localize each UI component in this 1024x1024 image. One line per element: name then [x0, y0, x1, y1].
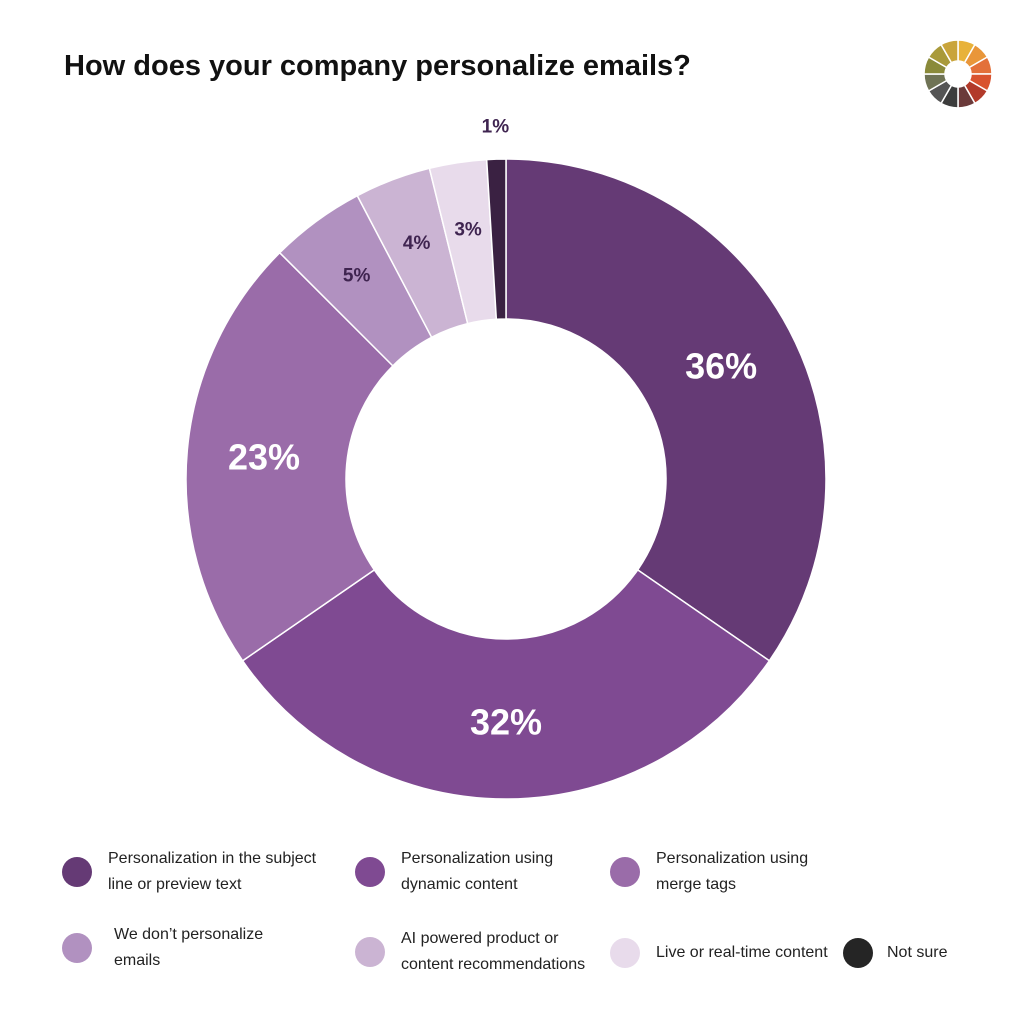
slice-label-dynamic-content: 32% — [470, 702, 542, 743]
slice-label-real-time: 3% — [454, 219, 482, 240]
legend-swatch — [355, 857, 385, 887]
chart-title: How does your company personalize emails… — [64, 50, 691, 82]
slice-label-ai-recommendations: 4% — [403, 233, 431, 254]
legend-label: Personalization using dynamic content — [401, 850, 554, 893]
legend-item-subject-line: Personalization in the subject line or p… — [62, 846, 318, 898]
legend-swatch — [62, 857, 92, 887]
legend-label: Personalization in the subject line or p… — [108, 850, 317, 893]
legend-item-dynamic-content: Personalization using dynamic content — [355, 846, 571, 898]
legend-item-real-time: Live or real-time content — [610, 938, 828, 968]
legend-swatch — [62, 933, 92, 963]
slice-not-sure — [485, 158, 507, 321]
slice-dynamic-content — [241, 568, 771, 800]
legend-label: Not sure — [887, 944, 948, 961]
legend-label: We don’t personalize emails — [114, 926, 264, 969]
legend-swatch — [355, 937, 385, 967]
legend-label: Personalization using merge tags — [656, 850, 809, 893]
legend-item-ai-recommendations: AI powered product or content recommenda… — [355, 926, 601, 978]
slice-label-subject-line: 36% — [685, 346, 757, 387]
legend-item-not-sure: Not sure — [843, 938, 947, 968]
legend-item-no-personalize: We don’t personalize emails — [62, 922, 294, 974]
legend-swatch — [610, 938, 640, 968]
legend-label: Live or real-time content — [656, 944, 828, 961]
legend-label: AI powered product or content recommenda… — [401, 930, 586, 973]
slice-merge-tags — [185, 251, 394, 662]
donut-labels: 36% 32% 23% 5% 4% 3% 1% — [228, 117, 757, 743]
legend-item-merge-tags: Personalization using merge tags — [610, 846, 826, 898]
slice-label-merge-tags: 23% — [228, 437, 300, 478]
slice-label-no-personalize: 5% — [343, 266, 371, 287]
logo-segment — [939, 39, 959, 64]
legend-swatch — [843, 938, 873, 968]
legend-swatch — [610, 857, 640, 887]
color-wheel-logo-icon — [923, 39, 993, 109]
slice-label-not-sure: 1% — [482, 117, 510, 138]
donut-slices — [185, 158, 827, 800]
slice-subject-line — [505, 158, 827, 662]
